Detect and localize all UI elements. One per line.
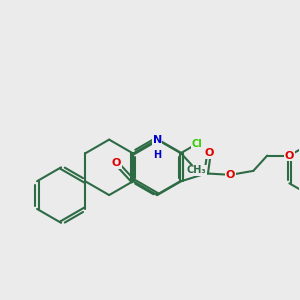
Text: O: O [285,151,294,160]
Text: O: O [112,158,121,168]
Text: O: O [204,148,214,158]
Text: Cl: Cl [191,139,202,149]
Text: CH₃: CH₃ [187,165,206,175]
Text: O: O [226,170,235,180]
Text: H: H [153,150,161,160]
Text: N: N [153,135,162,145]
